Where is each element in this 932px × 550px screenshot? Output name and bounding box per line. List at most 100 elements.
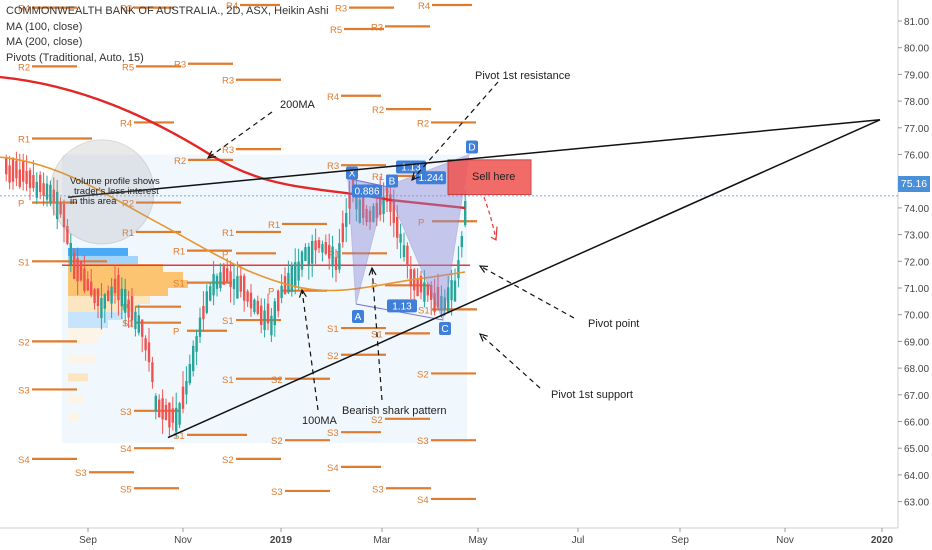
pivot-label: R3	[222, 76, 234, 87]
candle-body	[430, 284, 433, 301]
ratio-label: 1.13	[401, 163, 421, 174]
volume-note-circle	[49, 139, 155, 245]
candle-body	[375, 203, 378, 218]
price-tick-label: 81.00	[904, 17, 929, 28]
candle-body	[447, 287, 450, 312]
pivot-label: S4	[18, 455, 30, 466]
candle-body	[450, 280, 453, 301]
ratio-label: 1.13	[392, 301, 412, 312]
candle-body	[426, 284, 429, 296]
candle-body	[96, 288, 100, 307]
candle-body	[124, 289, 127, 313]
candle-body	[110, 286, 113, 304]
candle-body	[141, 319, 144, 337]
pivot-label: R3	[327, 161, 339, 172]
pivot-label: S4	[417, 495, 429, 506]
ma100-arrow-head	[298, 288, 307, 298]
price-tick-label: 77.00	[904, 124, 929, 135]
candle-body	[83, 268, 86, 291]
candle-body	[266, 303, 270, 324]
pivot-resistance-label: Pivot 1st resistance	[475, 70, 570, 82]
candle-body	[22, 160, 25, 182]
sell-label: Sell here	[472, 171, 515, 183]
pattern-point-label: X	[349, 169, 356, 180]
candle-body	[188, 364, 191, 384]
volume-profile-bar	[68, 320, 108, 329]
price-tick-label: 71.00	[904, 284, 929, 295]
candle-body	[229, 271, 232, 288]
pivot-label: R1	[372, 172, 384, 183]
current-price-tag: 75.16	[898, 176, 930, 192]
pivot-label: S2	[371, 415, 383, 426]
pivot-label: P	[268, 287, 274, 298]
candle-body	[290, 265, 293, 292]
pivot-label: R3	[371, 22, 383, 33]
candle-body	[300, 251, 304, 270]
lower-trendline	[167, 119, 881, 439]
candle-body	[32, 175, 35, 188]
candle-body	[236, 276, 239, 299]
pivot-label: S3	[75, 468, 87, 479]
study-ma200: MA (200, close)	[6, 36, 83, 48]
candle-body	[433, 292, 436, 312]
pivot-label: S4	[327, 463, 339, 474]
pivot-label: R5	[122, 62, 134, 73]
candle-body	[443, 297, 446, 310]
candle-body	[243, 275, 246, 301]
candle-body	[164, 404, 168, 420]
price-tick-label: 69.00	[904, 337, 929, 348]
pivot-label: P	[173, 327, 179, 338]
candle-body	[436, 286, 440, 308]
ma100-label: 100MA	[302, 415, 338, 427]
time-tick-label: Sep	[79, 535, 97, 546]
pivot-label: S3	[120, 407, 132, 418]
pattern-point-label: B	[389, 177, 396, 188]
price-tick-label: 80.00	[904, 44, 929, 55]
candle-body	[198, 317, 202, 337]
ratio-label: 0.886	[354, 187, 379, 198]
candle-body	[362, 197, 365, 219]
candle-body	[328, 244, 331, 259]
volume-profile-bar	[68, 373, 88, 382]
candle-body	[205, 291, 208, 313]
pivot-label: S1	[173, 279, 185, 290]
volume-profile-bar	[68, 247, 128, 256]
ma100-arrow	[301, 289, 319, 411]
candle-body	[232, 279, 236, 290]
candle-body	[283, 276, 287, 295]
candle-body	[464, 201, 467, 226]
time-tick-label: 2019	[270, 535, 293, 546]
candle-body	[209, 286, 212, 301]
pivot-label: R5	[330, 25, 342, 36]
candle-body	[90, 281, 93, 296]
candle-body	[345, 212, 348, 227]
pivot-label: R3	[174, 60, 186, 71]
candle-body	[297, 261, 300, 281]
ma200-label: 200MA	[280, 99, 316, 111]
chart-title: COMMONWEALTH BANK OF AUSTRALIA., 2D, ASX…	[6, 5, 329, 17]
candle-body	[66, 226, 69, 244]
candle-body	[226, 268, 229, 282]
pivot-label: S2	[271, 375, 283, 386]
candle-body	[185, 381, 188, 395]
time-tick-label: Jul	[572, 535, 585, 546]
candle-body	[195, 335, 198, 352]
pivot-label: S3	[327, 428, 339, 439]
candle-body	[311, 241, 314, 264]
pivot-label: S1	[222, 375, 234, 386]
price-tick-label: 68.00	[904, 364, 929, 375]
ratio-badge	[352, 184, 382, 198]
candle-body	[168, 402, 171, 428]
ma100-line	[0, 156, 466, 292]
candle-body	[120, 288, 123, 307]
volume-profile-bar	[68, 354, 96, 363]
candle-body	[59, 202, 62, 215]
candle-body	[379, 191, 382, 215]
candle-body	[79, 260, 83, 281]
candle-body	[372, 205, 375, 222]
candle-body	[402, 245, 406, 258]
pivot-label: P	[418, 217, 424, 228]
candle-body	[154, 395, 157, 412]
candle-body	[256, 300, 259, 314]
